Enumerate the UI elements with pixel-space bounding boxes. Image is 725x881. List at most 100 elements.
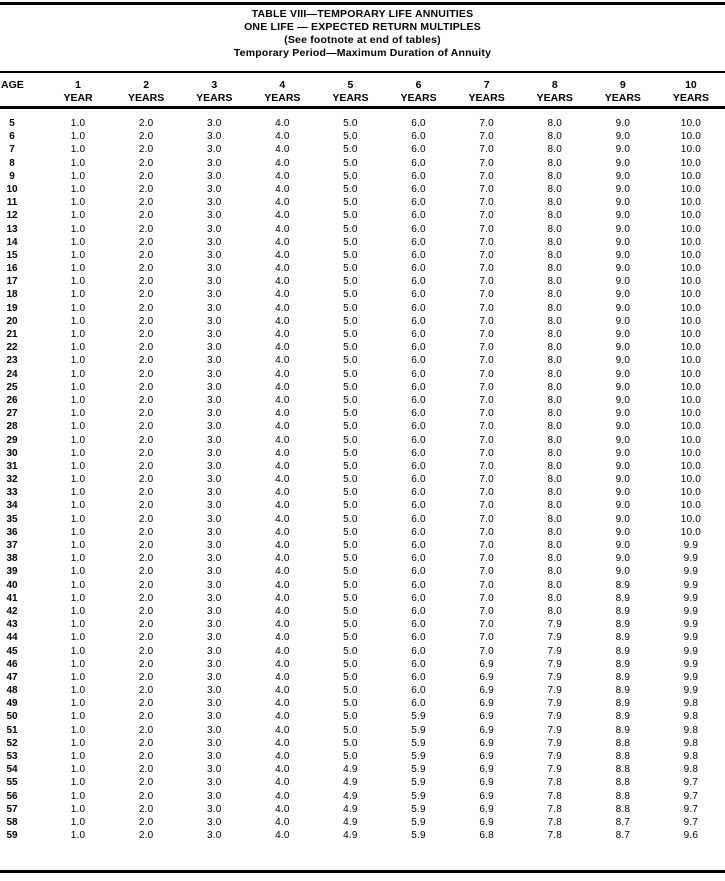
table-row: 52 1.0 2.0 3.0 4.0 5.0 5.9 6.9 7.9 8.8 9.8	[0, 737, 725, 750]
multiple-value-cell: 7.0	[479, 487, 494, 499]
multiple-value-cell: 8.0	[547, 526, 562, 538]
multiple-value-cell: 1.0	[70, 460, 86, 472]
age-cell: 17	[6, 276, 18, 288]
multiple-value-cell: 4.0	[275, 803, 290, 815]
multiple-value-cell: 3.0	[206, 342, 222, 354]
multiple-value-cell: 6.0	[411, 342, 426, 354]
year-column-unit: YEARS	[128, 92, 165, 104]
multiple-value-cell: 8.0	[547, 170, 562, 182]
multiple-value-cell: 1.0	[70, 315, 86, 327]
multiple-value-cell: 1.0	[70, 803, 86, 815]
multiple-value-cell: 4.0	[275, 118, 290, 129]
multiple-value-cell: 3.0	[206, 434, 222, 446]
table-row: 29 1.0 2.0 3.0 4.0 5.0 6.0 7.0 8.0 9.0 10.0	[0, 434, 725, 447]
multiple-value-cell: 1.0	[70, 698, 86, 710]
multiple-value-cell: 2.0	[138, 474, 154, 486]
multiple-value-cell: 4.9	[343, 777, 358, 789]
multiple-value-cell: 7.0	[479, 157, 494, 169]
table-row: 36 1.0 2.0 3.0 4.0 5.0 6.0 7.0 8.0 9.0 10.0	[0, 526, 725, 539]
age-cell: 14	[6, 236, 18, 248]
multiple-value-cell: 4.9	[343, 764, 358, 776]
multiple-value-cell: 4.0	[275, 276, 290, 288]
multiple-value-cell: 8.8	[615, 777, 631, 789]
multiple-value-cell: 3.0	[206, 329, 222, 340]
year-column-number: 5	[347, 79, 354, 91]
age-cell: 29	[6, 434, 18, 446]
multiple-value-cell: 2.0	[138, 183, 154, 195]
multiple-value-cell: 9.0	[615, 447, 631, 459]
multiple-value-cell: 1.0	[70, 790, 86, 802]
multiple-value-cell: 9.0	[615, 368, 631, 380]
multiple-value-cell: 5.0	[343, 698, 358, 710]
multiple-value-cell: 10.0	[680, 368, 702, 380]
table-row: 9 1.0 2.0 3.0 4.0 5.0 6.0 7.0 8.0 9.0 10.0	[0, 170, 725, 183]
multiple-value-cell: 10.0	[680, 394, 702, 406]
multiple-value-cell: 2.0	[138, 289, 154, 301]
multiple-value-cell: 3.0	[206, 249, 222, 261]
multiple-value-cell: 7.0	[479, 408, 494, 420]
multiple-value-cell: 6.0	[411, 698, 426, 710]
table-row: 28 1.0 2.0 3.0 4.0 5.0 6.0 7.0 8.0 9.0 10.0	[0, 420, 725, 433]
multiple-value-cell: 7.0	[479, 592, 494, 604]
multiple-value-cell: 2.0	[138, 632, 154, 644]
multiple-value-cell: 5.0	[343, 394, 358, 406]
multiple-value-cell: 9.7	[683, 816, 699, 828]
multiple-value-cell: 3.0	[206, 632, 222, 644]
multiple-value-cell: 4.0	[275, 197, 290, 209]
multiple-value-cell: 5.9	[411, 737, 426, 749]
multiple-value-cell: 2.0	[138, 342, 154, 354]
age-cell: 58	[6, 816, 18, 828]
multiple-value-cell: 9.0	[615, 513, 631, 525]
multiple-value-cell: 4.9	[343, 816, 358, 828]
table-row: 43 1.0 2.0 3.0 4.0 5.0 6.0 7.0 7.9 8.9 9.9	[0, 618, 725, 631]
age-cell: 47	[6, 671, 18, 683]
multiple-value-cell: 1.0	[70, 553, 86, 565]
multiple-value-cell: 6.0	[411, 157, 426, 169]
multiple-value-cell: 7.0	[479, 342, 494, 354]
multiple-value-cell: 5.0	[343, 566, 358, 578]
multiple-value-cell: 4.0	[275, 157, 290, 169]
multiple-value-cell: 2.0	[138, 408, 154, 420]
multiple-value-cell: 2.0	[138, 434, 154, 446]
multiple-value-cell: 7.8	[547, 803, 562, 815]
multiple-value-cell: 8.0	[547, 408, 562, 420]
multiple-value-cell: 8.8	[615, 790, 631, 802]
multiple-value-cell: 3.0	[206, 421, 222, 433]
year-column-unit: YEAR	[63, 92, 93, 104]
multiple-value-cell: 3.0	[206, 197, 222, 209]
multiple-value-cell: 2.0	[138, 157, 154, 169]
multiple-value-cell: 8.0	[547, 329, 562, 340]
multiple-value-cell: 8.0	[547, 210, 562, 222]
multiple-value-cell: 5.0	[343, 236, 358, 248]
multiple-value-cell: 6.0	[411, 249, 426, 261]
multiple-value-cell: 7.8	[547, 816, 562, 828]
age-cell: 23	[6, 355, 18, 367]
multiple-value-cell: 4.0	[275, 223, 290, 235]
multiple-value-cell: 5.0	[343, 408, 358, 420]
multiple-value-cell: 2.0	[138, 302, 154, 314]
multiple-value-cell: 3.0	[206, 513, 222, 525]
age-cell: 18	[6, 289, 18, 301]
multiple-value-cell: 9.9	[683, 685, 699, 697]
year-column-number: 9	[619, 79, 626, 91]
multiple-value-cell: 3.0	[206, 724, 222, 736]
multiple-value-cell: 2.0	[138, 355, 154, 367]
multiple-value-cell: 4.0	[275, 566, 290, 578]
multiple-value-cell: 7.0	[479, 381, 494, 393]
multiple-value-cell: 5.0	[343, 276, 358, 288]
multiple-value-cell: 3.0	[206, 645, 222, 657]
column-header-row: AGE 1 YEAR 2 YEARS 3 YEARS 4 YEARS 5 YEARS 6 YEARS 7…	[0, 79, 725, 105]
multiple-value-cell: 4.0	[275, 764, 290, 776]
multiple-value-cell: 4.0	[275, 342, 290, 354]
table-title-block: TABLE VIII—TEMPORARY LIFE ANNUITIES ONE …	[0, 8, 725, 60]
multiple-value-cell: 4.0	[275, 183, 290, 195]
multiple-value-cell: 1.0	[70, 381, 86, 393]
multiple-value-cell: 8.0	[547, 592, 562, 604]
age-cell: 12	[6, 210, 18, 222]
table-title-line-4: Temporary Period—Maximum Duration of Ann…	[233, 47, 492, 59]
year-column-header: 10 YEARS	[657, 79, 725, 105]
table-row: 46 1.0 2.0 3.0 4.0 5.0 6.0 6.9 7.9 8.9 9.9	[0, 658, 725, 671]
multiple-value-cell: 9.0	[615, 170, 631, 182]
age-cell: 36	[6, 526, 18, 538]
multiple-value-cell: 4.0	[275, 619, 290, 631]
